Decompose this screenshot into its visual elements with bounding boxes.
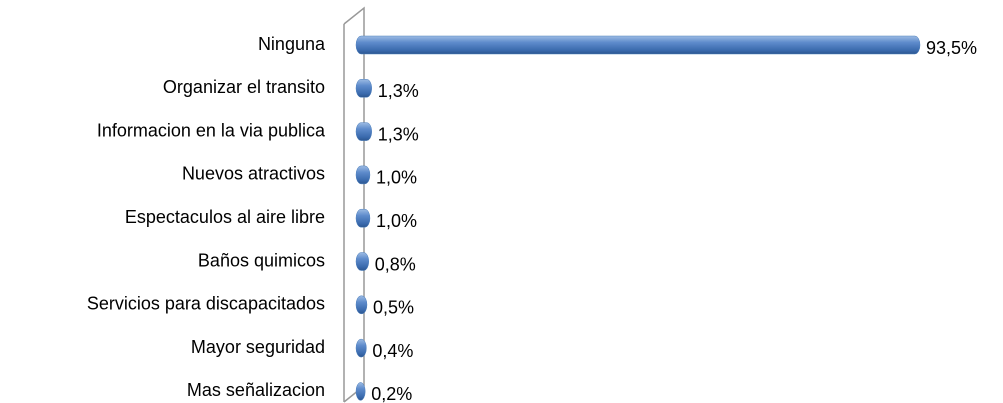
axis-frame — [343, 6, 365, 403]
bar — [355, 295, 368, 315]
value-label: 0,5% — [373, 298, 414, 318]
value-label: 1,0% — [376, 211, 417, 231]
category-label: Servicios para discapacitados — [87, 294, 325, 314]
value-label: 1,3% — [378, 124, 419, 144]
category-label: Baños quimicos — [198, 250, 325, 270]
value-label: 1,0% — [376, 168, 417, 188]
bar — [355, 208, 371, 228]
category-label: Nuevos atractivos — [182, 164, 325, 184]
value-label: 0,4% — [372, 341, 413, 361]
bar — [355, 79, 372, 98]
value-label: 0,2% — [371, 384, 412, 403]
value-label: 93,5% — [926, 38, 977, 58]
category-label: Ninguna — [258, 34, 326, 54]
value-label: 1,3% — [378, 81, 419, 101]
bar — [355, 252, 370, 271]
category-label: Espectaculos al aire libre — [125, 207, 325, 227]
bar — [355, 122, 372, 141]
bar — [355, 165, 371, 185]
category-label: Informacion en la via publica — [97, 120, 326, 140]
bar — [355, 338, 367, 358]
category-label: Mas señalizacion — [187, 380, 325, 400]
bar — [355, 35, 921, 55]
bar — [355, 382, 366, 401]
category-label: Mayor seguridad — [191, 337, 325, 357]
value-label: 0,8% — [375, 254, 416, 274]
category-label: Organizar el transito — [163, 77, 325, 97]
